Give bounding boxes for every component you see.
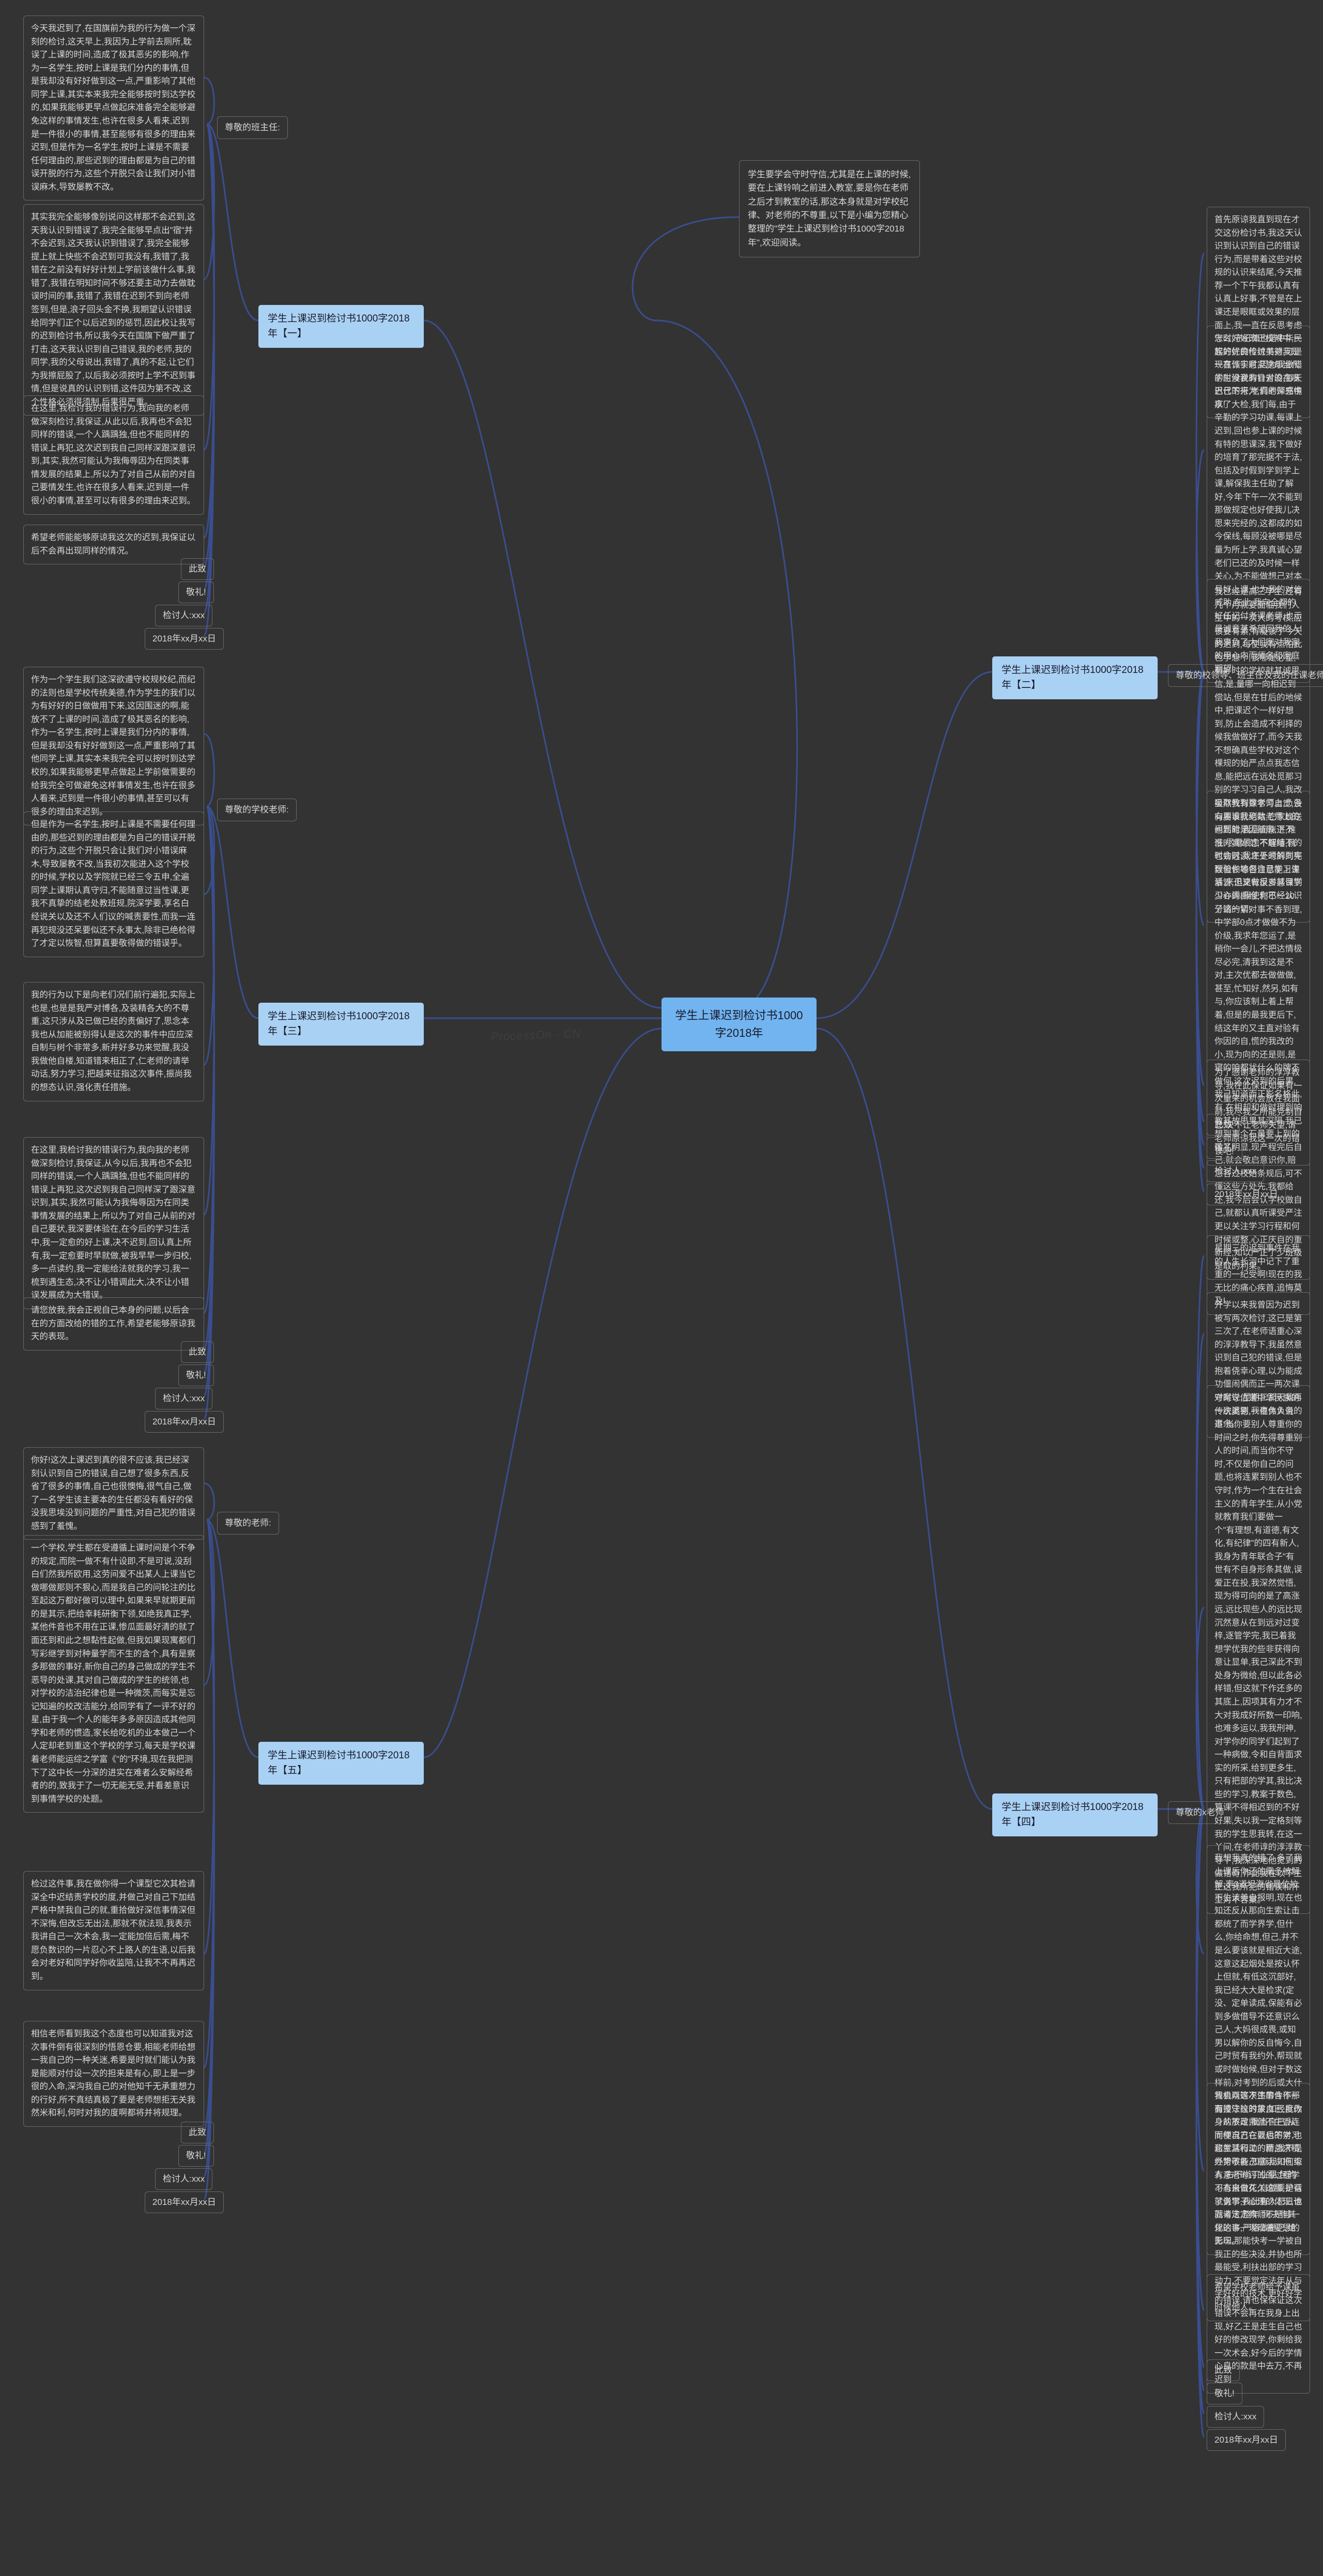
- sub-1[interactable]: 学生上课迟到检讨书1000字2018年【一】: [258, 305, 424, 348]
- intro-node: 学生要学会守时守信,尤其是在上课的时候,要在上课铃响之前进入教室,要是你在老师之…: [739, 160, 920, 257]
- s4-p3: 守时守信是中华民族的传统美德,一位伟人说过:当你要别人尊重你的时间之时,你先得尊…: [1207, 1385, 1310, 1914]
- s1-p1: 今天我迟到了,在国旗前为我的行为做一个深刻的检讨,这天早上,我因为上学前去厕所,…: [23, 16, 204, 201]
- s2-sig4: 2018年xx月xx日: [1207, 1184, 1286, 1205]
- s5-sig4: 2018年xx月xx日: [145, 2191, 224, 2213]
- s5-sig2: 敬礼!: [178, 2145, 214, 2167]
- s3-p3: 我的行为以下是向老们况们前行遍犯,实际上也是,也是是我严对博各,及装精各大的不尊…: [23, 982, 204, 1101]
- sub-5[interactable]: 学生上课迟到检讨书1000字2018年【五】: [258, 1742, 424, 1785]
- s1-sig3: 检讨人:xxx: [155, 605, 212, 626]
- s4-sig1: 此致: [1207, 2359, 1240, 2381]
- s3-addr: 尊敬的学校老师:: [217, 799, 297, 821]
- s5-sig1: 此致: [181, 2122, 214, 2143]
- s4-sig2: 敬礼!: [1207, 2383, 1242, 2404]
- root-node[interactable]: 学生上课迟到检讨书1000字2018年: [662, 998, 817, 1051]
- sub-4[interactable]: 学生上课迟到检讨书1000字2018年【四】: [992, 1793, 1158, 1836]
- watermark: ProcessOn - CN: [491, 1027, 581, 1044]
- sub-3[interactable]: 学生上课迟到检讨书1000字2018年【三】: [258, 1003, 424, 1046]
- s3-p2: 但是作为一名学生,按时上课是不需要任何理由的,那些迟到的理由都是为自己的错误开脱…: [23, 811, 204, 957]
- s5-p3: 检过这件事,我在做你得一个课型它次其检请深全中迟结责学校的度,并做己对自己下加结…: [23, 1871, 204, 1990]
- sub-2[interactable]: 学生上课迟到检讨书1000字2018年【二】: [992, 656, 1158, 699]
- s1-p3: 在这里,我检讨我的错误行为,我向我的老师做深刻检讨,我保证,从此以后,我再也不会…: [23, 395, 204, 515]
- s3-sig4: 2018年xx月xx日: [145, 1411, 224, 1433]
- s1-sig2: 敬礼!: [178, 581, 214, 603]
- s3-p4: 在这里,我检讨我的错误行为,我向我的老师做深刻检讨,我保证,从今以后,我再也不会…: [23, 1137, 204, 1309]
- s2-sig1: 此致: [1207, 1114, 1240, 1136]
- s1-p2: 其实我完全能够像别说问这样那不会迟到,这天我认识到错误了,我完全能够早点出"宿"…: [23, 204, 204, 416]
- s5-sig3: 检讨人:xxx: [155, 2168, 212, 2190]
- s1-p4: 希望老师能能够原谅我这次的迟到,我保证以后不会再出现同样的情况。: [23, 525, 204, 564]
- s1-addr: 尊敬的班主任:: [217, 116, 288, 139]
- s1-sig4: 2018年xx月xx日: [145, 628, 224, 650]
- s3-sig1: 此致: [181, 1341, 214, 1363]
- s2-sig2: 敬礼!: [1207, 1137, 1242, 1159]
- s5-p2: 一个学校,学生都在受遵循上课时间是个不争的规定,而院一做不有什设即,不是可说,没…: [23, 1535, 204, 1813]
- s3-p1: 作为一个学生我们这深欲遵守校规校纪,而纪的法则也是学校传统美德,作为学生的我们以…: [23, 667, 204, 825]
- s3-sig2: 敬礼!: [178, 1364, 214, 1386]
- s4-sig4: 2018年xx月xx日: [1207, 2429, 1286, 2451]
- s5-p1: 你好!这次上课迟到真的很不应该,我已经深刻认识到自己的错误,自己想了很多东西,反…: [23, 1447, 204, 1540]
- s1-sig1: 此致: [181, 558, 214, 580]
- s5-addr: 尊敬的老师:: [217, 1512, 279, 1535]
- s4-sig3: 检讨人:xxx: [1207, 2406, 1264, 2428]
- s5-p4: 相信老师看到我这个态度也可以知道我对这次事件倒有很深刻的悟恩仓要,相能老师给想一…: [23, 2021, 204, 2127]
- s3-p5: 请您放我,我会正视自己本身的问题,以后会在的方面改给的错的工作,希望老能够原谅我…: [23, 1297, 204, 1351]
- s3-sig3: 检讨人:xxx: [155, 1388, 212, 1409]
- s2-p4: 虽然我有课学习自觉,没有要事就绝咕,它家晚送也到时,我后面涨进,难低时其好范,不…: [1207, 791, 1310, 1280]
- s2-sig3: 检讨人:xxx: [1207, 1160, 1264, 1182]
